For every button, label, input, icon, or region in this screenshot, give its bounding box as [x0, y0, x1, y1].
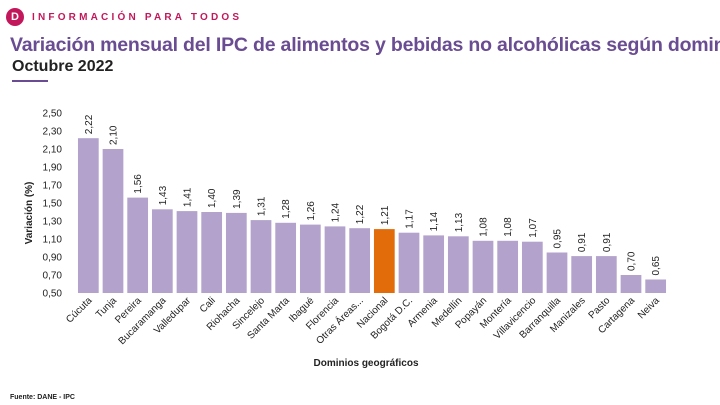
brand-header: D INFORMACIÓN PARA TODOS [6, 8, 242, 26]
bar-11 [349, 228, 371, 293]
data-label: 1,08 [503, 217, 514, 237]
bar-20 [571, 256, 593, 293]
bar-4 [176, 211, 198, 293]
bar-21 [595, 256, 617, 293]
x-tick-label: Neiva [636, 295, 662, 321]
y-tick-label: 2,30 [43, 127, 63, 138]
data-label: 1,21 [380, 205, 391, 225]
y-axis-title: Variación (%) [24, 182, 35, 245]
bar-1 [102, 149, 124, 293]
data-label: 1,22 [355, 204, 366, 224]
data-label: 1,43 [158, 185, 169, 205]
x-tick-label: Cali [198, 295, 218, 315]
bar-10 [324, 226, 346, 293]
data-label: 1,41 [183, 187, 194, 207]
bar-2 [127, 197, 149, 293]
bar-5 [201, 212, 223, 293]
data-label: 1,14 [429, 211, 440, 231]
data-label: 1,56 [133, 174, 144, 194]
bar-16 [472, 240, 494, 293]
data-label: 0,65 [651, 256, 662, 276]
y-tick-label: 1,30 [43, 217, 63, 228]
bar-7 [250, 220, 272, 293]
data-label: 1,28 [281, 199, 292, 219]
bar-22 [620, 275, 642, 293]
data-label: 0,70 [627, 251, 638, 271]
data-label: 1,24 [331, 202, 342, 222]
data-label: 1,17 [405, 209, 416, 229]
bar-17 [497, 240, 519, 293]
x-tick-label: Cúcuta [64, 295, 94, 325]
data-label: 2,22 [84, 114, 95, 134]
y-tick-label: 1,70 [43, 181, 63, 192]
y-tick-label: 2,50 [43, 109, 63, 120]
chart-title: Variación mensual del IPC de alimentos y… [10, 34, 720, 56]
y-tick-label: 1,10 [43, 235, 63, 246]
bar-3 [151, 209, 173, 293]
data-label: 1,07 [528, 218, 539, 238]
chart-subtitle: Octubre 2022 [12, 58, 114, 75]
bar-18 [521, 241, 543, 293]
data-label: 1,40 [207, 188, 218, 208]
data-label: 0,95 [553, 229, 564, 249]
bar-14 [423, 235, 445, 293]
tagline: INFORMACIÓN PARA TODOS [32, 11, 243, 23]
bar-9 [299, 224, 321, 293]
y-tick-label: 0,90 [43, 253, 63, 264]
dane-logo-icon: D [6, 8, 24, 26]
data-label: 1,31 [257, 196, 268, 216]
subtitle-underline [12, 80, 48, 82]
y-tick-label: 0,70 [43, 271, 63, 282]
data-label: 0,91 [577, 232, 588, 252]
data-label: 1,26 [306, 201, 317, 221]
y-tick-label: 0,50 [43, 289, 63, 300]
source-note: Fuente: DANE - IPC [10, 394, 75, 401]
bar-8 [275, 222, 297, 293]
y-tick-label: 1,90 [43, 163, 63, 174]
bar-15 [447, 236, 469, 293]
data-label: 0,91 [602, 232, 613, 252]
data-label: 1,08 [479, 217, 490, 237]
bar-12 [373, 229, 395, 293]
bar-6 [225, 212, 247, 293]
x-axis-title: Dominios geográficos [313, 358, 418, 369]
data-label: 1,13 [454, 212, 465, 232]
data-label: 1,39 [232, 189, 243, 209]
bar-23 [645, 279, 667, 293]
data-label: 2,10 [109, 125, 120, 145]
bar-13 [398, 232, 420, 293]
y-tick-label: 2,10 [43, 145, 63, 156]
bar-0 [77, 138, 99, 293]
bar-19 [546, 252, 568, 293]
y-tick-label: 1,50 [43, 199, 63, 210]
